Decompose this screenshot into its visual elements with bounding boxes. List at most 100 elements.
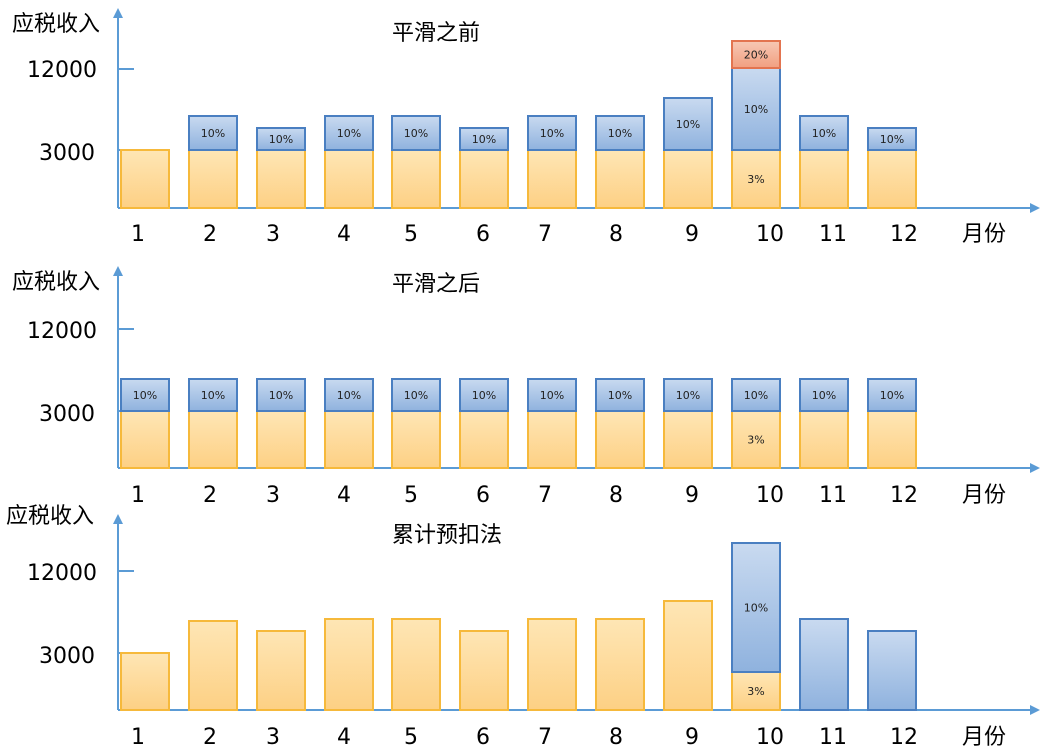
- bar-segment-month-8-base: [595, 410, 645, 469]
- xtick-month-10: 10: [756, 725, 784, 746]
- bar-segment-label: 10%: [744, 602, 768, 615]
- xtick-labels: 1 2 3 4 5 6 7 8 9 10 11 12: [131, 725, 918, 746]
- bar-segment-label: 10%: [404, 127, 428, 140]
- bar-segment-month-1-base: [120, 652, 170, 711]
- xtick-month-8: 8: [609, 725, 623, 746]
- bar-segment-month-3-t10: [256, 378, 306, 412]
- bar-segment-month-7-base: [527, 618, 577, 711]
- bar-segment-month-8-t10: [595, 115, 645, 151]
- bar-segment-label: 10%: [472, 133, 496, 146]
- panel-title: 平滑之后: [392, 272, 480, 297]
- bar-segment-month-10-t10: [731, 67, 781, 151]
- y-axis-title: 应税收入: [6, 504, 94, 529]
- xtick-month-9: 9: [685, 725, 699, 746]
- x-axis-arrow-icon: [1030, 705, 1040, 715]
- bar-segment-label: 10%: [540, 389, 564, 402]
- bar-segment-month-7-base: [527, 410, 577, 469]
- xtick-month-12: 12: [890, 222, 918, 247]
- xtick-labels: 1 2 3 4 5 6 7 8 9 10 11 12: [131, 483, 918, 508]
- xtick-month-6: 6: [476, 483, 490, 508]
- xtick-month-11: 11: [819, 483, 847, 508]
- bar-segment-month-10-t10: [731, 542, 781, 673]
- bar-segment-month-4-base: [324, 618, 374, 711]
- bar-segment-label: 10%: [812, 389, 836, 402]
- xtick-month-5: 5: [404, 483, 418, 508]
- bar-segment-label: 10%: [269, 389, 293, 402]
- xtick-month-12: 12: [890, 483, 918, 508]
- bar-segment-label: 10%: [812, 127, 836, 140]
- xtick-month-3: 3: [266, 725, 280, 746]
- bar-segment-label: 10%: [201, 127, 225, 140]
- bar-segment-label: 10%: [880, 133, 904, 146]
- panel-title: 累计预扣法: [392, 523, 502, 548]
- bar-segment-month-3-t10: [256, 127, 306, 151]
- bar-segment-month-12-t10: [867, 127, 917, 151]
- bar-segment-month-5-t10: [391, 115, 441, 151]
- xtick-month-9: 9: [685, 222, 699, 247]
- bar-segment-label: 10%: [880, 389, 904, 402]
- bar-segment-month-2-base: [188, 620, 238, 711]
- panel-after-smoothing: 应税收入 12000 3000 平滑之后 月份 10% 10% 10% 10% 10% 1…: [12, 266, 1040, 508]
- xtick-month-4: 4: [337, 483, 351, 508]
- x-axis-arrow-icon: [1030, 203, 1040, 213]
- x-axis-title: 月份: [962, 222, 1006, 247]
- bar-segment-month-4-base: [324, 149, 374, 209]
- xtick-month-8: 8: [609, 222, 623, 247]
- xtick-month-1: 1: [131, 725, 145, 746]
- bar-segment-month-6-base: [459, 410, 509, 469]
- bar-segment-label: 10%: [608, 127, 632, 140]
- xtick-month-5: 5: [404, 222, 418, 247]
- bar-segment-month-11-t10: [799, 618, 849, 711]
- bar-segment-month-5-base: [391, 618, 441, 711]
- panel-title: 平滑之前: [392, 21, 480, 46]
- xtick-month-5: 5: [404, 725, 418, 746]
- bar-segment-month-5-t10: [391, 378, 441, 412]
- xtick-month-8: 8: [609, 483, 623, 508]
- bar-segment-label: 10%: [269, 133, 293, 146]
- bar-segment-month-7-t10: [527, 378, 577, 412]
- xtick-month-10: 10: [756, 483, 784, 508]
- bar-segment-month-9-base: [663, 149, 713, 209]
- bar-segment-month-6-t10: [459, 378, 509, 412]
- bar-segment-label: 10%: [337, 389, 361, 402]
- x-axis-title: 月份: [962, 725, 1006, 746]
- bar-segment-label: 10%: [744, 389, 768, 402]
- bar-segment-month-3-base: [256, 149, 306, 209]
- xtick-month-7: 7: [538, 725, 552, 746]
- bar-segment-month-8-t10: [595, 378, 645, 412]
- ytick-3000: 3000: [39, 402, 95, 427]
- y-axis-arrow-icon: [113, 266, 123, 276]
- xtick-month-11: 11: [819, 725, 847, 746]
- bar-group: 10% 10% 10% 10% 10% 10% 10% 10% 10% 3% 10% 10% 10%: [120, 378, 917, 469]
- bar-segment-month-11-base: [799, 149, 849, 209]
- bar-segment-month-2-base: [188, 410, 238, 469]
- bar-segment-label: 10%: [608, 389, 632, 402]
- bar-segment-month-12-base: [867, 149, 917, 209]
- bar-segment-month-10-base: [731, 671, 781, 711]
- bar-segment-month-5-base: [391, 149, 441, 209]
- bar-segment-month-8-base: [595, 149, 645, 209]
- bar-segment-label: 10%: [337, 127, 361, 140]
- xtick-month-7: 7: [538, 222, 552, 247]
- bar-segment-label: 10%: [201, 389, 225, 402]
- xtick-month-6: 6: [476, 725, 490, 746]
- bar-segment-label: 10%: [676, 389, 700, 402]
- xtick-month-9: 9: [685, 483, 699, 508]
- bar-segment-month-9-base: [663, 600, 713, 711]
- bar-segment-month-10-t20: [731, 40, 781, 69]
- xtick-month-4: 4: [337, 222, 351, 247]
- bar-segment-month-3-base: [256, 630, 306, 711]
- x-axis-title: 月份: [962, 483, 1006, 508]
- bar-segment-month-1-base: [120, 410, 170, 469]
- bar-segment-month-4-t10: [324, 115, 374, 151]
- xtick-month-2: 2: [203, 222, 217, 247]
- bar-segment-month-1-t10: [120, 378, 170, 412]
- y-axis-title: 应税收入: [12, 270, 100, 295]
- bar-segment-month-12-base: [867, 410, 917, 469]
- bar-segment-label: 3%: [747, 173, 764, 186]
- bar-segment-month-12-t10: [867, 630, 917, 711]
- bar-segment-label: 3%: [747, 685, 764, 698]
- bar-segment-month-2-base: [188, 149, 238, 209]
- bar-segment-label: 3%: [747, 434, 764, 447]
